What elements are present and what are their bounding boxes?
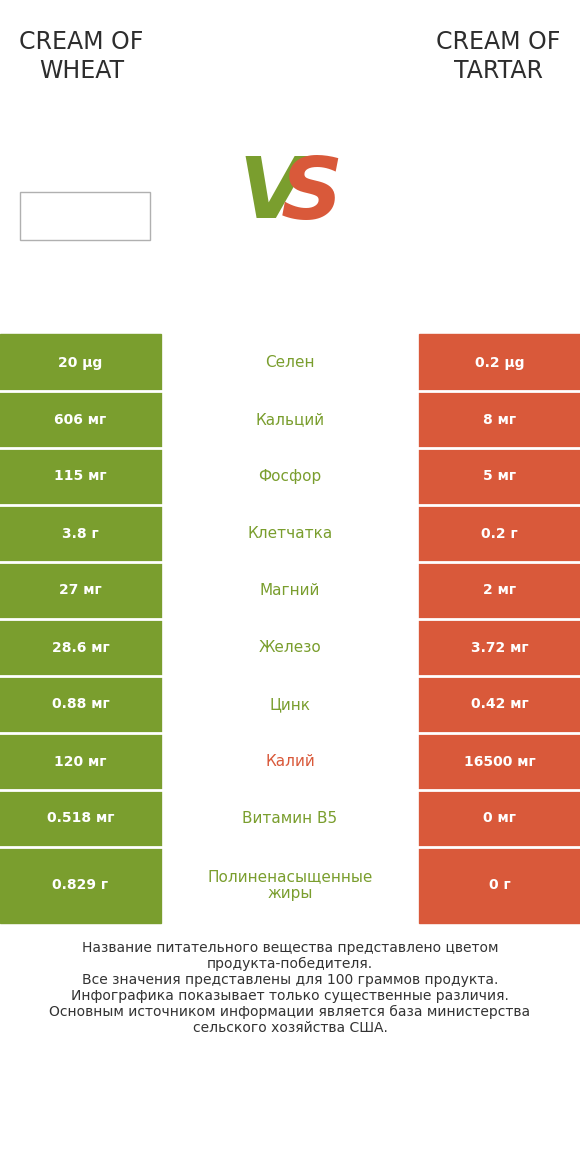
- Bar: [163, 333, 417, 391]
- Bar: [419, 846, 580, 923]
- Text: Витамин B5: Витамин B5: [242, 811, 338, 826]
- Text: S: S: [281, 154, 343, 236]
- Text: Все значения представлены для 100 граммов продукта.: Все значения представлены для 100 граммо…: [82, 973, 498, 987]
- Text: 120 мг: 120 мг: [55, 755, 107, 769]
- Text: 0.42 мг: 0.42 мг: [470, 697, 528, 711]
- Bar: [419, 562, 580, 619]
- Bar: [419, 676, 580, 733]
- Text: Кальций: Кальций: [255, 412, 325, 427]
- Bar: [0, 733, 161, 790]
- Text: 115 мг: 115 мг: [54, 470, 107, 484]
- Text: Селен: Селен: [265, 355, 315, 370]
- Bar: [419, 505, 580, 562]
- Text: 0.829 г: 0.829 г: [52, 878, 108, 892]
- Bar: [0, 448, 161, 505]
- Bar: [0, 562, 161, 619]
- Bar: [163, 391, 417, 448]
- Text: 3.8 г: 3.8 г: [62, 526, 99, 540]
- Text: 0.2 µg: 0.2 µg: [475, 356, 524, 370]
- Bar: [0, 333, 161, 391]
- Text: Железо: Железо: [259, 640, 321, 655]
- Bar: [0, 846, 161, 923]
- Text: Фосфор: Фосфор: [258, 468, 322, 484]
- Text: 5 мг: 5 мг: [483, 470, 516, 484]
- Text: Калий: Калий: [265, 754, 315, 769]
- Bar: [163, 562, 417, 619]
- Text: CREAM OF
WHEAT: CREAM OF WHEAT: [19, 31, 144, 82]
- Text: Название питательного вещества представлено цветом: Название питательного вещества представл…: [82, 942, 498, 954]
- Text: Полиненасыщенные
жиры: Полиненасыщенные жиры: [207, 869, 373, 902]
- Text: сельского хозяйства США.: сельского хозяйства США.: [193, 1021, 387, 1035]
- Bar: [0, 619, 161, 676]
- Bar: [419, 790, 580, 846]
- Bar: [163, 505, 417, 562]
- Bar: [419, 619, 580, 676]
- Bar: [0, 790, 161, 846]
- Bar: [163, 846, 417, 923]
- Text: 2 мг: 2 мг: [483, 583, 516, 598]
- Bar: [419, 391, 580, 448]
- Text: Клетчатка: Клетчатка: [248, 526, 332, 541]
- Text: 20 µg: 20 µg: [59, 356, 103, 370]
- Bar: [163, 676, 417, 733]
- Bar: [163, 790, 417, 846]
- Bar: [163, 448, 417, 505]
- Text: 8 мг: 8 мг: [483, 412, 516, 426]
- Bar: [419, 333, 580, 391]
- Bar: [419, 448, 580, 505]
- Text: 606 мг: 606 мг: [55, 412, 107, 426]
- Bar: [0, 676, 161, 733]
- Text: Инфографика показывает только существенные различия.: Инфографика показывает только существенн…: [71, 989, 509, 1003]
- Text: 27 мг: 27 мг: [59, 583, 102, 598]
- Text: Магний: Магний: [260, 583, 320, 598]
- Text: 0.518 мг: 0.518 мг: [47, 811, 114, 825]
- Bar: [163, 733, 417, 790]
- Text: 0 мг: 0 мг: [483, 811, 516, 825]
- Text: 0 г: 0 г: [488, 878, 510, 892]
- Text: CREAM OF
TARTAR: CREAM OF TARTAR: [436, 31, 561, 82]
- Text: 3.72 мг: 3.72 мг: [471, 641, 528, 654]
- Bar: [20, 193, 150, 239]
- Bar: [0, 391, 161, 448]
- Text: продукта-победителя.: продукта-победителя.: [207, 957, 373, 971]
- Text: Основным источником информации является база министерства: Основным источником информации является …: [49, 1005, 531, 1019]
- Text: 28.6 мг: 28.6 мг: [52, 641, 110, 654]
- Text: 0.88 мг: 0.88 мг: [52, 697, 110, 711]
- Text: 0.2 г: 0.2 г: [481, 526, 518, 540]
- Bar: [0, 505, 161, 562]
- Bar: [163, 619, 417, 676]
- Bar: [419, 733, 580, 790]
- Text: 16500 мг: 16500 мг: [463, 755, 535, 769]
- Text: Цинк: Цинк: [270, 697, 310, 711]
- Text: V: V: [239, 154, 305, 236]
